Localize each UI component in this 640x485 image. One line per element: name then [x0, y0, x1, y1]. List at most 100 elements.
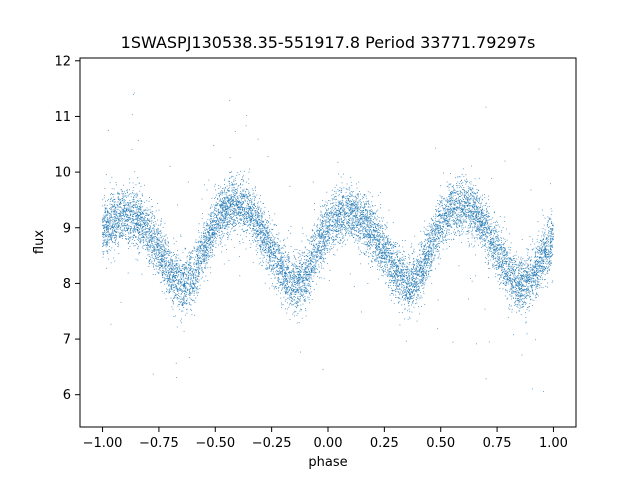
data-point — [426, 271, 428, 273]
data-point — [496, 236, 498, 237]
data-point — [422, 284, 424, 286]
data-point — [281, 251, 283, 253]
data-point — [133, 92, 135, 94]
data-point — [225, 194, 227, 196]
data-point — [378, 249, 380, 250]
data-point — [403, 282, 405, 283]
data-point — [276, 261, 278, 262]
data-point — [526, 308, 528, 310]
data-point — [433, 230, 434, 231]
data-point — [428, 255, 430, 257]
data-point — [503, 267, 505, 269]
data-point — [121, 223, 123, 225]
data-point — [205, 255, 207, 256]
data-point — [180, 236, 182, 237]
data-point — [483, 216, 485, 218]
data-point — [118, 218, 120, 220]
data-point — [191, 268, 193, 270]
data-point — [339, 227, 341, 229]
data-point — [296, 271, 298, 272]
data-point — [449, 219, 450, 220]
data-point — [154, 258, 155, 260]
data-point — [249, 194, 251, 196]
data-point — [241, 206, 243, 208]
data-point — [321, 249, 323, 251]
data-point — [198, 261, 200, 263]
data-point — [285, 267, 287, 269]
data-point — [519, 296, 521, 297]
data-point — [241, 207, 243, 209]
data-point — [431, 234, 433, 236]
data-point — [370, 209, 372, 210]
data-point — [273, 244, 275, 246]
data-point — [384, 246, 385, 248]
data-point — [104, 215, 106, 217]
data-point — [372, 258, 374, 259]
data-point — [106, 205, 108, 206]
data-point — [280, 253, 282, 255]
data-point — [233, 200, 235, 202]
data-point — [220, 213, 222, 215]
data-point — [192, 281, 194, 282]
data-point — [416, 260, 418, 262]
data-point — [286, 288, 288, 290]
data-point — [146, 237, 148, 239]
data-point — [113, 226, 115, 228]
data-point — [227, 237, 229, 239]
data-point — [356, 235, 358, 237]
data-point — [462, 221, 464, 223]
data-point — [137, 231, 139, 233]
data-point — [448, 233, 450, 235]
data-point — [359, 239, 361, 241]
data-point — [153, 269, 155, 271]
data-point — [510, 295, 512, 297]
data-point — [466, 222, 468, 223]
data-point — [281, 270, 283, 272]
data-point — [324, 261, 326, 263]
data-point — [168, 245, 169, 247]
data-point — [273, 288, 275, 290]
data-point — [507, 297, 509, 299]
data-point — [256, 229, 258, 231]
data-point — [527, 280, 529, 282]
data-point — [531, 288, 533, 290]
data-point — [323, 242, 325, 244]
data-point — [550, 238, 552, 240]
data-point — [527, 274, 529, 276]
data-point — [253, 225, 255, 227]
data-point — [395, 246, 397, 248]
data-point — [164, 249, 165, 251]
data-point — [343, 173, 344, 175]
data-point — [411, 295, 413, 297]
data-point — [369, 226, 371, 228]
data-point — [286, 289, 288, 291]
data-point — [353, 241, 355, 243]
data-point — [294, 249, 296, 250]
data-point — [160, 242, 162, 243]
data-point — [528, 306, 529, 308]
data-point — [303, 280, 305, 281]
data-point — [245, 230, 247, 231]
data-point — [135, 215, 137, 217]
data-point — [439, 203, 441, 205]
data-point — [498, 249, 500, 250]
data-point — [363, 237, 365, 239]
data-point — [465, 216, 466, 218]
data-point — [126, 207, 128, 209]
data-point — [364, 233, 366, 235]
data-point — [407, 283, 409, 284]
data-point — [510, 258, 512, 260]
data-point — [335, 212, 337, 214]
data-point — [520, 278, 521, 280]
data-point — [213, 229, 215, 231]
data-point — [188, 271, 189, 273]
data-point — [447, 219, 449, 221]
data-point — [123, 211, 124, 213]
data-point — [191, 267, 193, 269]
data-point — [467, 241, 469, 243]
data-point — [129, 219, 131, 221]
data-point — [366, 218, 368, 220]
data-point — [246, 194, 248, 195]
data-point — [522, 276, 524, 278]
data-point — [546, 244, 548, 246]
